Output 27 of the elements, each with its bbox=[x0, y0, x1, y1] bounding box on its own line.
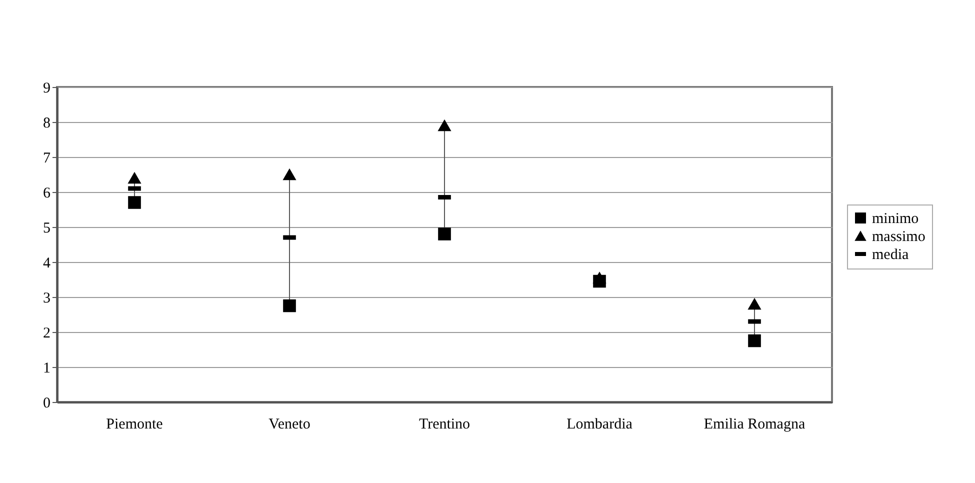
point bbox=[128, 196, 141, 209]
y-tick-label: 3 bbox=[43, 290, 50, 306]
point bbox=[438, 120, 451, 132]
point bbox=[283, 299, 296, 312]
point bbox=[283, 168, 296, 180]
point bbox=[748, 298, 761, 310]
point bbox=[593, 272, 606, 284]
legend-label: minimo bbox=[872, 211, 919, 227]
y-tick-label: 4 bbox=[43, 256, 51, 272]
legend-label: massimo bbox=[872, 229, 926, 245]
legend-label: media bbox=[872, 247, 909, 263]
y-tick-label: 0 bbox=[43, 396, 50, 412]
y-tick-label: 9 bbox=[43, 80, 50, 96]
y-tick-label: 5 bbox=[43, 220, 50, 236]
x-tick-label: Piemonte bbox=[106, 416, 164, 432]
y-tick-label: 2 bbox=[43, 326, 50, 342]
x-tick-label: Emilia Romagna bbox=[704, 416, 806, 432]
x-tick-label: Veneto bbox=[268, 416, 310, 432]
x-tick-label: Trentino bbox=[418, 416, 470, 432]
x-tick-label: Lombardia bbox=[566, 416, 633, 432]
y-tick-label: 1 bbox=[43, 360, 50, 376]
point bbox=[748, 334, 761, 348]
y-tick-label: 8 bbox=[43, 116, 50, 132]
point bbox=[438, 228, 451, 240]
point bbox=[128, 172, 141, 184]
y-tick-label: 7 bbox=[43, 150, 51, 166]
y-tick-label: 6 bbox=[43, 186, 51, 202]
